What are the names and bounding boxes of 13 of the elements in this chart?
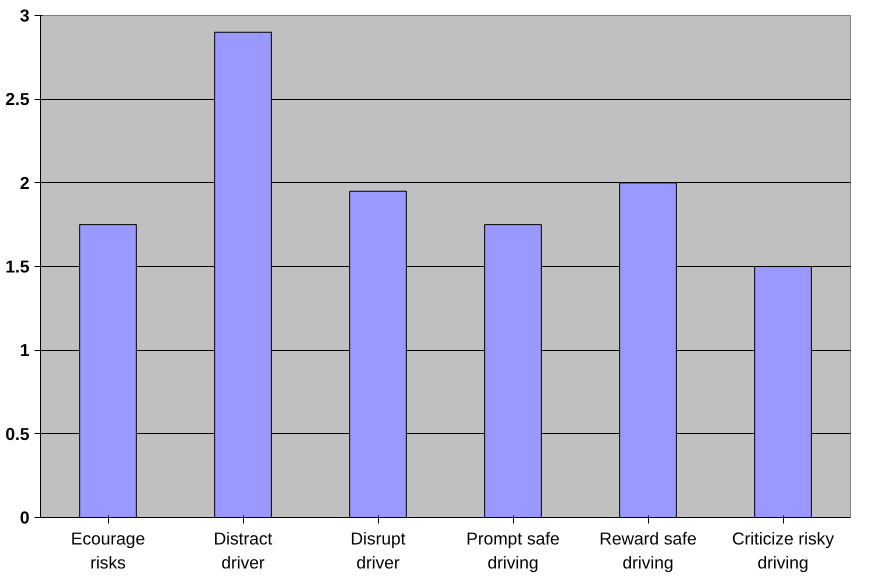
y-tick-label: 2 <box>20 172 30 193</box>
y-tick-label: 2.5 <box>5 89 30 110</box>
x-tick-label: Ecourage risks <box>70 528 146 572</box>
y-tick-label: 1.5 <box>5 256 30 276</box>
x-tick-label: Distract driver <box>214 528 273 572</box>
y-tick-label: 3 <box>20 6 30 26</box>
x-tick-label: Disrupt driver <box>350 528 406 572</box>
y-tick-label: 0 <box>20 508 30 528</box>
x-tick-label: Criticize risky driving <box>732 528 834 572</box>
y-tick-label: 0.5 <box>5 424 30 444</box>
y-tick-label: 1 <box>20 340 30 360</box>
x-tick-label: Reward safe driving <box>599 528 697 572</box>
x-tick-label: Prompt safe driving <box>466 528 560 572</box>
